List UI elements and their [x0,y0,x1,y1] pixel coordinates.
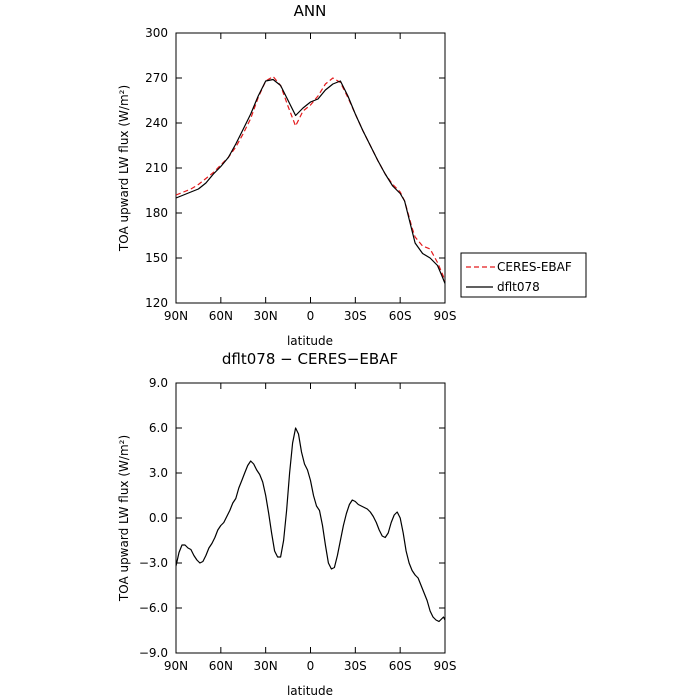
x-tick-label: 60N [209,659,233,673]
x-tick-label: 0 [307,309,315,323]
series-line-ceres-ebaf [175,75,446,281]
plot-area-diff [175,382,446,654]
series-line-difference-0 [175,427,446,623]
legend-box [460,252,587,298]
y-tick-label: 210 [145,161,168,175]
x-tick-label: 0 [307,659,315,673]
x-tick-label: 60S [389,659,412,673]
y-tick-label: −9.0 [139,646,168,660]
x-tick-label: 60S [389,309,412,323]
x-tick-label: 30S [344,309,367,323]
chart-title-ann: ANN [294,2,327,20]
axes-ticks-ann: 90N 60N 30N 0 30S 60S 90S 120 150 180 210 240 270 300 [145,26,456,323]
y-tick-label: 6.0 [149,421,168,435]
difference-panel: dflt078 − CERES−EBAF 90N 60N 30N 0 30S 60S 90S… [117,350,456,698]
y-tick-label: 270 [145,71,168,85]
legend-label-dflt078: dflt078 [497,280,540,294]
series-lines-ann [175,75,446,284]
x-tick-label: 60N [209,309,233,323]
axes-ticks-diff: 90N 60N 30N 0 30S 60S 90S −9.0 −6.0 −3.0 0.0 3.0 6.0… [139,376,457,673]
y-axis-label-diff: TOA upward LW flux (W/m²) [117,435,131,602]
x-tick-label: 30N [254,309,278,323]
x-tick-label: 90N [164,659,188,673]
y-tick-label: 240 [145,116,168,130]
ann-panel: ANN 90N 60N 30N 0 30S 60S 90S 120 150 180 210 240 27… [117,2,587,348]
x-tick-label: 30N [254,659,278,673]
x-tick-label: 30S [344,659,367,673]
x-tick-label: 90S [434,659,457,673]
legend: CERES-EBAF dflt078 [460,252,587,298]
y-tick-label: 120 [145,296,168,310]
chart-title-diff: dflt078 − CERES−EBAF [222,350,398,368]
series-lines-diff [175,427,446,623]
x-tick-label: 90S [434,309,457,323]
y-tick-label: −3.0 [139,556,168,570]
y-tick-label: 3.0 [149,466,168,480]
series-line-dflt078 [175,78,446,284]
y-tick-label: 0.0 [149,511,168,525]
y-tick-label: 150 [145,251,168,265]
legend-label-ceres: CERES-EBAF [497,260,572,274]
plot-area-ann [175,32,446,304]
x-axis-label-ann: latitude [287,334,333,348]
y-axis-label-ann: TOA upward LW flux (W/m²) [117,85,131,252]
y-tick-label: 9.0 [149,376,168,390]
x-tick-label: 90N [164,309,188,323]
y-tick-label: −6.0 [139,601,168,615]
y-tick-label: 180 [145,206,168,220]
x-axis-label-diff: latitude [287,684,333,698]
y-tick-label: 300 [145,26,168,40]
